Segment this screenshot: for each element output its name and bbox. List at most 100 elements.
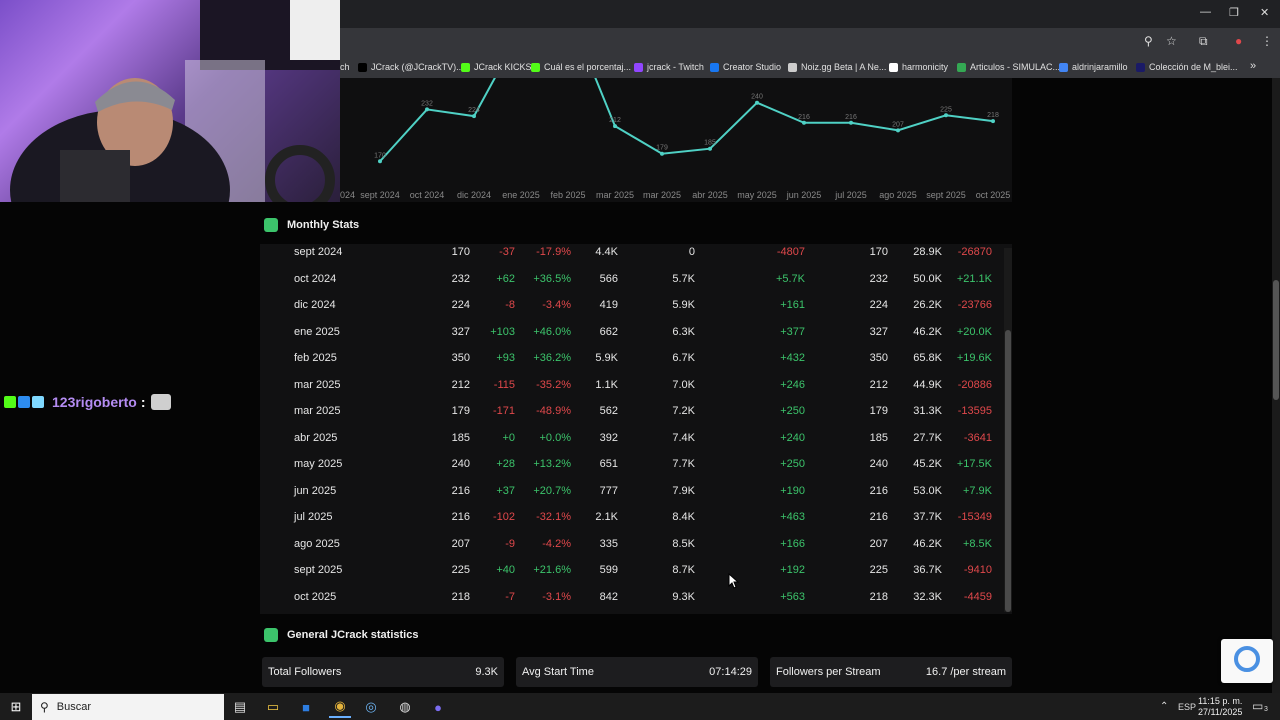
table-cell: 27.7K	[913, 431, 942, 444]
zoom-icon[interactable]: ⚲	[1144, 34, 1153, 48]
table-cell: 4.4K	[595, 246, 618, 258]
recaptcha-badge[interactable]	[1221, 639, 1273, 683]
table-cell: +246	[780, 378, 805, 391]
table-cell: 562	[599, 405, 618, 417]
bookmark-favicon-icon	[1136, 62, 1145, 72]
bookmark-item[interactable]: aldrinjaramillo	[1059, 62, 1128, 72]
table-cell: -171	[492, 405, 515, 417]
table-scrollbar-thumb[interactable]	[1005, 330, 1011, 612]
stat-card-avg-start-time: Avg Start Time 07:14:29	[516, 657, 758, 687]
monthly-stats-title: Monthly Stats	[287, 219, 360, 231]
data-label: 216	[845, 114, 857, 121]
outlook-icon[interactable]: ■	[302, 699, 310, 715]
steam-icon[interactable]: ◎	[365, 699, 377, 714]
table-cell: 26.2K	[913, 299, 942, 311]
bookmark-item[interactable]: jcrack - Twitch	[634, 62, 704, 72]
search-icon: ⚲	[40, 700, 49, 714]
task-view-icon[interactable]: ▤	[233, 699, 247, 714]
star-icon[interactable]: ☆	[1166, 34, 1177, 48]
x-tick-label: may 2025	[737, 190, 777, 200]
obs-icon[interactable]: ◍	[399, 699, 411, 714]
profile-icon[interactable]: ●	[1235, 34, 1243, 48]
data-point[interactable]	[802, 120, 806, 125]
data-label: 232	[421, 100, 433, 107]
table-cell: +103	[490, 325, 515, 338]
chat-separator: :	[140, 394, 146, 410]
data-point[interactable]	[378, 159, 382, 164]
table-cell: 327	[869, 325, 888, 338]
input-language[interactable]: ESP	[1178, 702, 1197, 712]
bookmark-item[interactable]: Articulos - SIMULAC...	[957, 62, 1060, 72]
bookmark-item[interactable]: Noiz.gg Beta | A Ne...	[788, 62, 886, 72]
data-point[interactable]	[472, 114, 476, 119]
table-cell: 179	[869, 405, 888, 417]
bookmarks-more-icon[interactable]: »	[1250, 60, 1257, 72]
table-cell: +7.9K	[962, 484, 992, 497]
data-point[interactable]	[425, 107, 429, 112]
extensions-icon[interactable]: ⧉	[1199, 34, 1208, 48]
table-cell: feb 2025	[294, 352, 337, 364]
bookmark-item[interactable]: harmonicity	[889, 62, 948, 72]
file-explorer-icon[interactable]: ▭	[266, 699, 280, 714]
close-icon[interactable]: ✕	[1260, 7, 1270, 19]
table-cell: -17.9%	[536, 246, 571, 258]
table-cell: +13.2%	[533, 458, 571, 470]
table-cell: 8.5K	[672, 537, 695, 550]
tray-chevron-icon[interactable]: ⌃	[1160, 701, 1169, 712]
table-cell: 65.8K	[913, 352, 942, 364]
data-point[interactable]	[660, 151, 664, 156]
stat-card-label: Total Followers	[268, 666, 342, 678]
table-cell: jun 2025	[294, 484, 337, 497]
table-cell: mar 2025	[294, 405, 341, 417]
table-cell: +8.5K	[962, 537, 992, 550]
data-point[interactable]	[708, 146, 712, 151]
data-point[interactable]	[896, 128, 900, 133]
windows-start-icon[interactable]: ⊞	[10, 699, 22, 714]
data-point[interactable]	[755, 100, 759, 105]
table-cell: dic 2024	[294, 299, 336, 311]
data-label: 218	[987, 112, 999, 119]
chat-username: 123rigoberto	[52, 394, 137, 410]
data-point[interactable]	[849, 120, 853, 125]
data-point[interactable]	[991, 119, 995, 124]
page-scrollbar-thumb[interactable]	[1273, 280, 1279, 400]
bookmark-label: Articulos - SIMULAC...	[970, 62, 1061, 72]
gift-badge-icon	[32, 396, 44, 408]
table-cell: -20886	[957, 378, 992, 391]
table-cell: 212	[451, 378, 470, 391]
table-cell: -13595	[957, 405, 992, 417]
restore-icon[interactable]: ❐	[1229, 7, 1239, 19]
system-clock[interactable]: 11:15 p. m. 27/11/2025	[1198, 696, 1242, 718]
bookmark-label: JCrack (@JCrackTV)...	[371, 62, 464, 72]
data-point[interactable]	[944, 113, 948, 118]
bookmark-item[interactable]: ch	[340, 62, 350, 72]
table-cell: 46.2K	[913, 325, 942, 338]
table-cell: 5.9K	[672, 299, 695, 311]
taskbar-search[interactable]: ⚲ Buscar	[32, 694, 224, 720]
series-line	[379, 9, 994, 162]
x-tick-label: jun 2025	[786, 190, 822, 200]
bookmark-favicon-icon	[531, 62, 540, 72]
chrome-icon[interactable]: ◉	[329, 696, 351, 718]
table-cell: 53.0K	[913, 484, 942, 497]
table-cell: +21.1K	[956, 272, 992, 285]
bookmark-favicon-icon	[1059, 62, 1068, 72]
data-point[interactable]	[613, 124, 617, 129]
table-cell: +240	[780, 431, 805, 444]
table-cell: 31.3K	[913, 405, 942, 417]
table-cell: 224	[451, 299, 470, 311]
table-cell: +20.0K	[956, 325, 992, 338]
table-cell: -115	[493, 378, 515, 391]
menu-icon[interactable]: ⋮	[1261, 34, 1273, 48]
notifications-icon[interactable]: ▭	[1252, 699, 1264, 713]
bookmark-item[interactable]: Cuál es el porcentaj...	[531, 62, 631, 72]
bookmark-item[interactable]: Colección de M_blei...	[1136, 62, 1238, 72]
minimize-icon[interactable]: —	[1200, 6, 1211, 18]
bookmark-item[interactable]: Creator Studio	[710, 62, 781, 72]
table-cell: +5.7K	[775, 272, 805, 285]
bookmark-favicon-icon	[710, 62, 719, 72]
bookmark-item[interactable]: JCrack (@JCrackTV)...	[358, 62, 464, 72]
taskbar-search-placeholder: Buscar	[56, 701, 92, 713]
discord-icon[interactable]: ●	[434, 699, 442, 715]
bookmark-item[interactable]: JCrack KICKS	[461, 62, 532, 72]
